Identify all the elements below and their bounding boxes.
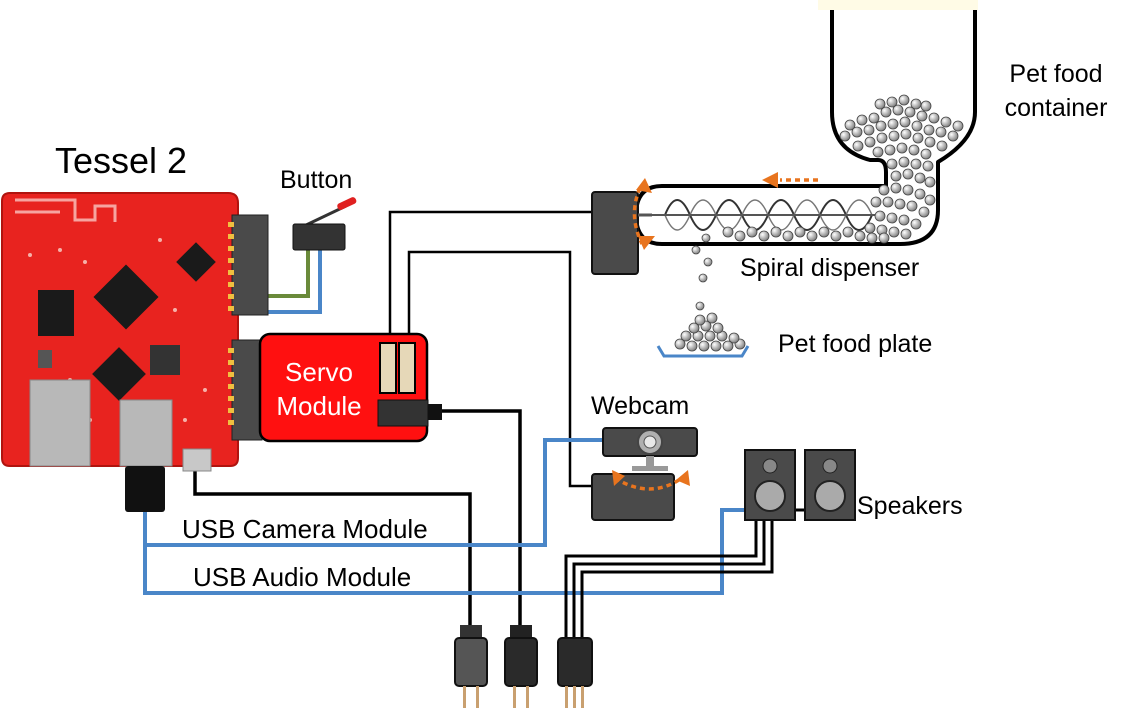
button-label: Button — [280, 166, 353, 194]
container-label-line2: container — [1004, 94, 1108, 122]
button-switch — [292, 197, 357, 251]
speakers-label: Speakers — [857, 492, 963, 520]
webcam-label: Webcam — [591, 392, 690, 420]
wires — [143, 210, 805, 640]
motion-arrows — [614, 178, 818, 491]
servo-label-line1: Servo — [285, 357, 353, 387]
webcam — [591, 427, 698, 521]
food-plate — [656, 345, 750, 358]
speakers — [744, 449, 856, 521]
usb-audio-label: USB Audio Module — [193, 562, 412, 592]
container-label-line1: Pet food — [1009, 60, 1103, 88]
usb-camera-label: USB Camera Module — [182, 514, 428, 544]
spiral-label: Spiral dispenser — [740, 254, 920, 282]
plugs — [454, 625, 593, 708]
arrow-heads — [612, 172, 778, 486]
tessel-label: Tessel 2 — [55, 140, 188, 181]
tessel-board — [1, 192, 269, 512]
spiral-dispenser — [652, 199, 875, 231]
servo-label-line2: Module — [276, 391, 362, 421]
servo-module — [258, 332, 442, 443]
food-pellets — [674, 94, 964, 352]
plate-label: Pet food plate — [778, 330, 933, 358]
